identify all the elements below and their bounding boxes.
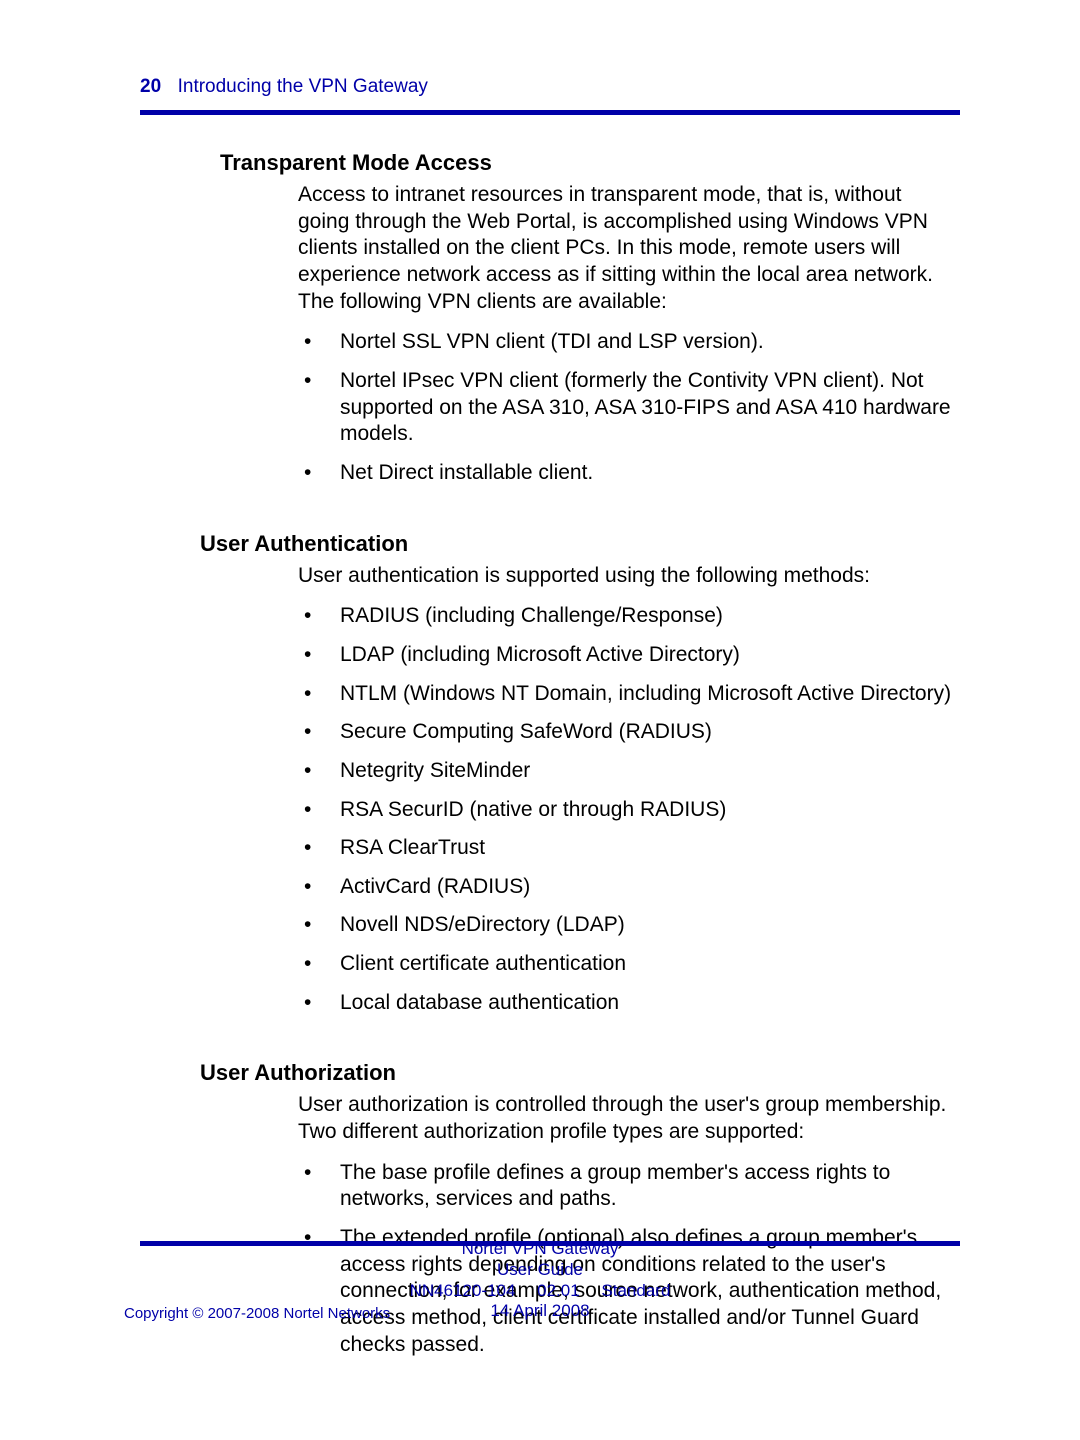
header-rule bbox=[140, 110, 960, 115]
footer-line: Nortel VPN Gateway bbox=[0, 1239, 1080, 1260]
footer-line: User Guide bbox=[0, 1260, 1080, 1281]
page: 20 Introducing the VPN Gateway Transpare… bbox=[0, 0, 1080, 1440]
footer-line: NN46120-104 02.01 Standard bbox=[0, 1281, 1080, 1302]
para-transparent-mode: Access to intranet resources in transpar… bbox=[298, 182, 958, 315]
list-item: LDAP (including Microsoft Active Directo… bbox=[298, 642, 958, 669]
list-item: NTLM (Windows NT Domain, including Micro… bbox=[298, 681, 958, 708]
list-item: Nortel SSL VPN client (TDI and LSP versi… bbox=[298, 329, 958, 356]
list-item: RSA ClearTrust bbox=[298, 835, 958, 862]
heading-transparent-mode: Transparent Mode Access bbox=[220, 150, 958, 176]
para-user-authorization: User authorization is controlled through… bbox=[298, 1092, 958, 1145]
list-item: RADIUS (including Challenge/Response) bbox=[298, 603, 958, 630]
header-section-name: Introducing the VPN Gateway bbox=[178, 76, 428, 97]
list-item: RSA SecurID (native or through RADIUS) bbox=[298, 797, 958, 824]
running-header: 20 Introducing the VPN Gateway bbox=[140, 76, 940, 98]
heading-user-authentication: User Authentication bbox=[200, 531, 958, 557]
para-user-authentication: User authentication is supported using t… bbox=[298, 563, 958, 590]
list-item: Novell NDS/eDirectory (LDAP) bbox=[298, 912, 958, 939]
list-item: ActivCard (RADIUS) bbox=[298, 874, 958, 901]
list-item: Secure Computing SafeWord (RADIUS) bbox=[298, 719, 958, 746]
list-item: Local database authentication bbox=[298, 990, 958, 1017]
list-item: Netegrity SiteMinder bbox=[298, 758, 958, 785]
list-user-authentication: RADIUS (including Challenge/Response) LD… bbox=[298, 603, 958, 1016]
list-item: Net Direct installable client. bbox=[298, 460, 958, 487]
list-item: The base profile defines a group member'… bbox=[298, 1160, 958, 1213]
list-item: Client certificate authentication bbox=[298, 951, 958, 978]
page-number: 20 bbox=[140, 76, 161, 97]
copyright: Copyright © 2007-2008 Nortel Networks bbox=[124, 1305, 390, 1322]
body-content: Transparent Mode Access Access to intran… bbox=[140, 150, 958, 1370]
list-item: Nortel IPsec VPN client (formerly the Co… bbox=[298, 368, 958, 448]
list-transparent-mode: Nortel SSL VPN client (TDI and LSP versi… bbox=[298, 329, 958, 486]
heading-user-authorization: User Authorization bbox=[200, 1060, 958, 1086]
